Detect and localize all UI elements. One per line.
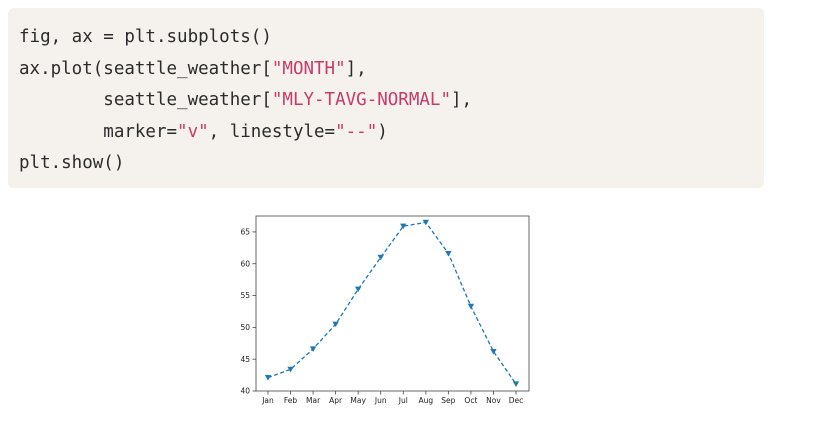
x-tick-label: Jun xyxy=(374,396,387,405)
data-point-marker xyxy=(332,321,339,328)
x-tick-label: Feb xyxy=(284,396,298,405)
x-tick-label: Apr xyxy=(329,396,343,405)
code-token: ], xyxy=(451,90,473,110)
data-point-marker xyxy=(287,366,294,373)
data-point-marker xyxy=(309,346,317,352)
plot-area xyxy=(255,215,530,392)
code-block: fig, ax = plt.subplots() ax.plot(seattle… xyxy=(8,8,764,188)
data-point-marker xyxy=(264,375,272,381)
code-token: , linestyle= xyxy=(208,121,336,142)
code-line: ax.plot(seattle_weather["MONTH"], xyxy=(19,54,764,86)
data-point-marker xyxy=(377,254,384,261)
data-point-marker xyxy=(354,286,362,293)
code-string-literal: "--" xyxy=(335,121,378,142)
y-tick-label: 50 xyxy=(240,323,250,332)
code-string-literal: "v" xyxy=(177,121,209,142)
x-tick-label: May xyxy=(350,396,366,405)
code-string-literal: "MONTH" xyxy=(271,58,346,79)
y-tick-label: 45 xyxy=(240,355,250,364)
data-point-marker xyxy=(467,303,475,310)
code-line: marker="v", linestyle="--") xyxy=(19,117,764,149)
code-token: ], xyxy=(345,58,367,79)
data-point-marker xyxy=(400,223,407,230)
data-point-marker xyxy=(512,381,520,387)
series-line xyxy=(267,221,517,385)
y-tick-label: 60 xyxy=(240,259,250,268)
code-line: seattle_weather["MLY-TAVG-NORMAL"], xyxy=(19,85,764,117)
x-tick-label: Jan xyxy=(261,396,274,405)
code-token: seattle_weather[ xyxy=(19,90,272,110)
code-line: fig, ax = plt.subplots() xyxy=(19,22,764,54)
code-token: fig, ax = plt.subplots() xyxy=(19,27,272,47)
y-tick-label: 65 xyxy=(240,228,250,237)
line-chart-figure: 40 45 50 55 60 65 Jan Feb Mar Apr May Jun Jul Aug Sep O… xyxy=(225,210,535,410)
data-point-marker xyxy=(422,219,430,226)
code-line: plt.show() xyxy=(19,148,764,180)
data-point-marker xyxy=(490,348,497,355)
code-token: ) xyxy=(377,121,388,142)
y-tick-label: 55 xyxy=(240,291,250,300)
x-tick-label: Dec xyxy=(509,396,524,405)
x-tick-label: Aug xyxy=(418,396,433,405)
code-string-literal: "MLY-TAVG-NORMAL" xyxy=(271,90,451,110)
code-token: plt.show() xyxy=(19,153,125,173)
x-tick-label: Oct xyxy=(464,396,477,405)
x-tick-label: Jul xyxy=(398,396,408,405)
x-tick-label: Sep xyxy=(441,396,455,405)
x-tick-label: Mar xyxy=(306,396,321,405)
data-point-marker xyxy=(445,250,452,257)
code-token: ax.plot(seattle_weather[ xyxy=(19,58,272,79)
y-tick-label: 40 xyxy=(240,387,250,396)
line-chart: 40 45 50 55 60 65 Jan Feb Mar Apr May Jun Jul Aug Sep O… xyxy=(240,215,530,405)
code-token: marker= xyxy=(19,121,178,142)
x-tick-label: Nov xyxy=(486,396,501,405)
